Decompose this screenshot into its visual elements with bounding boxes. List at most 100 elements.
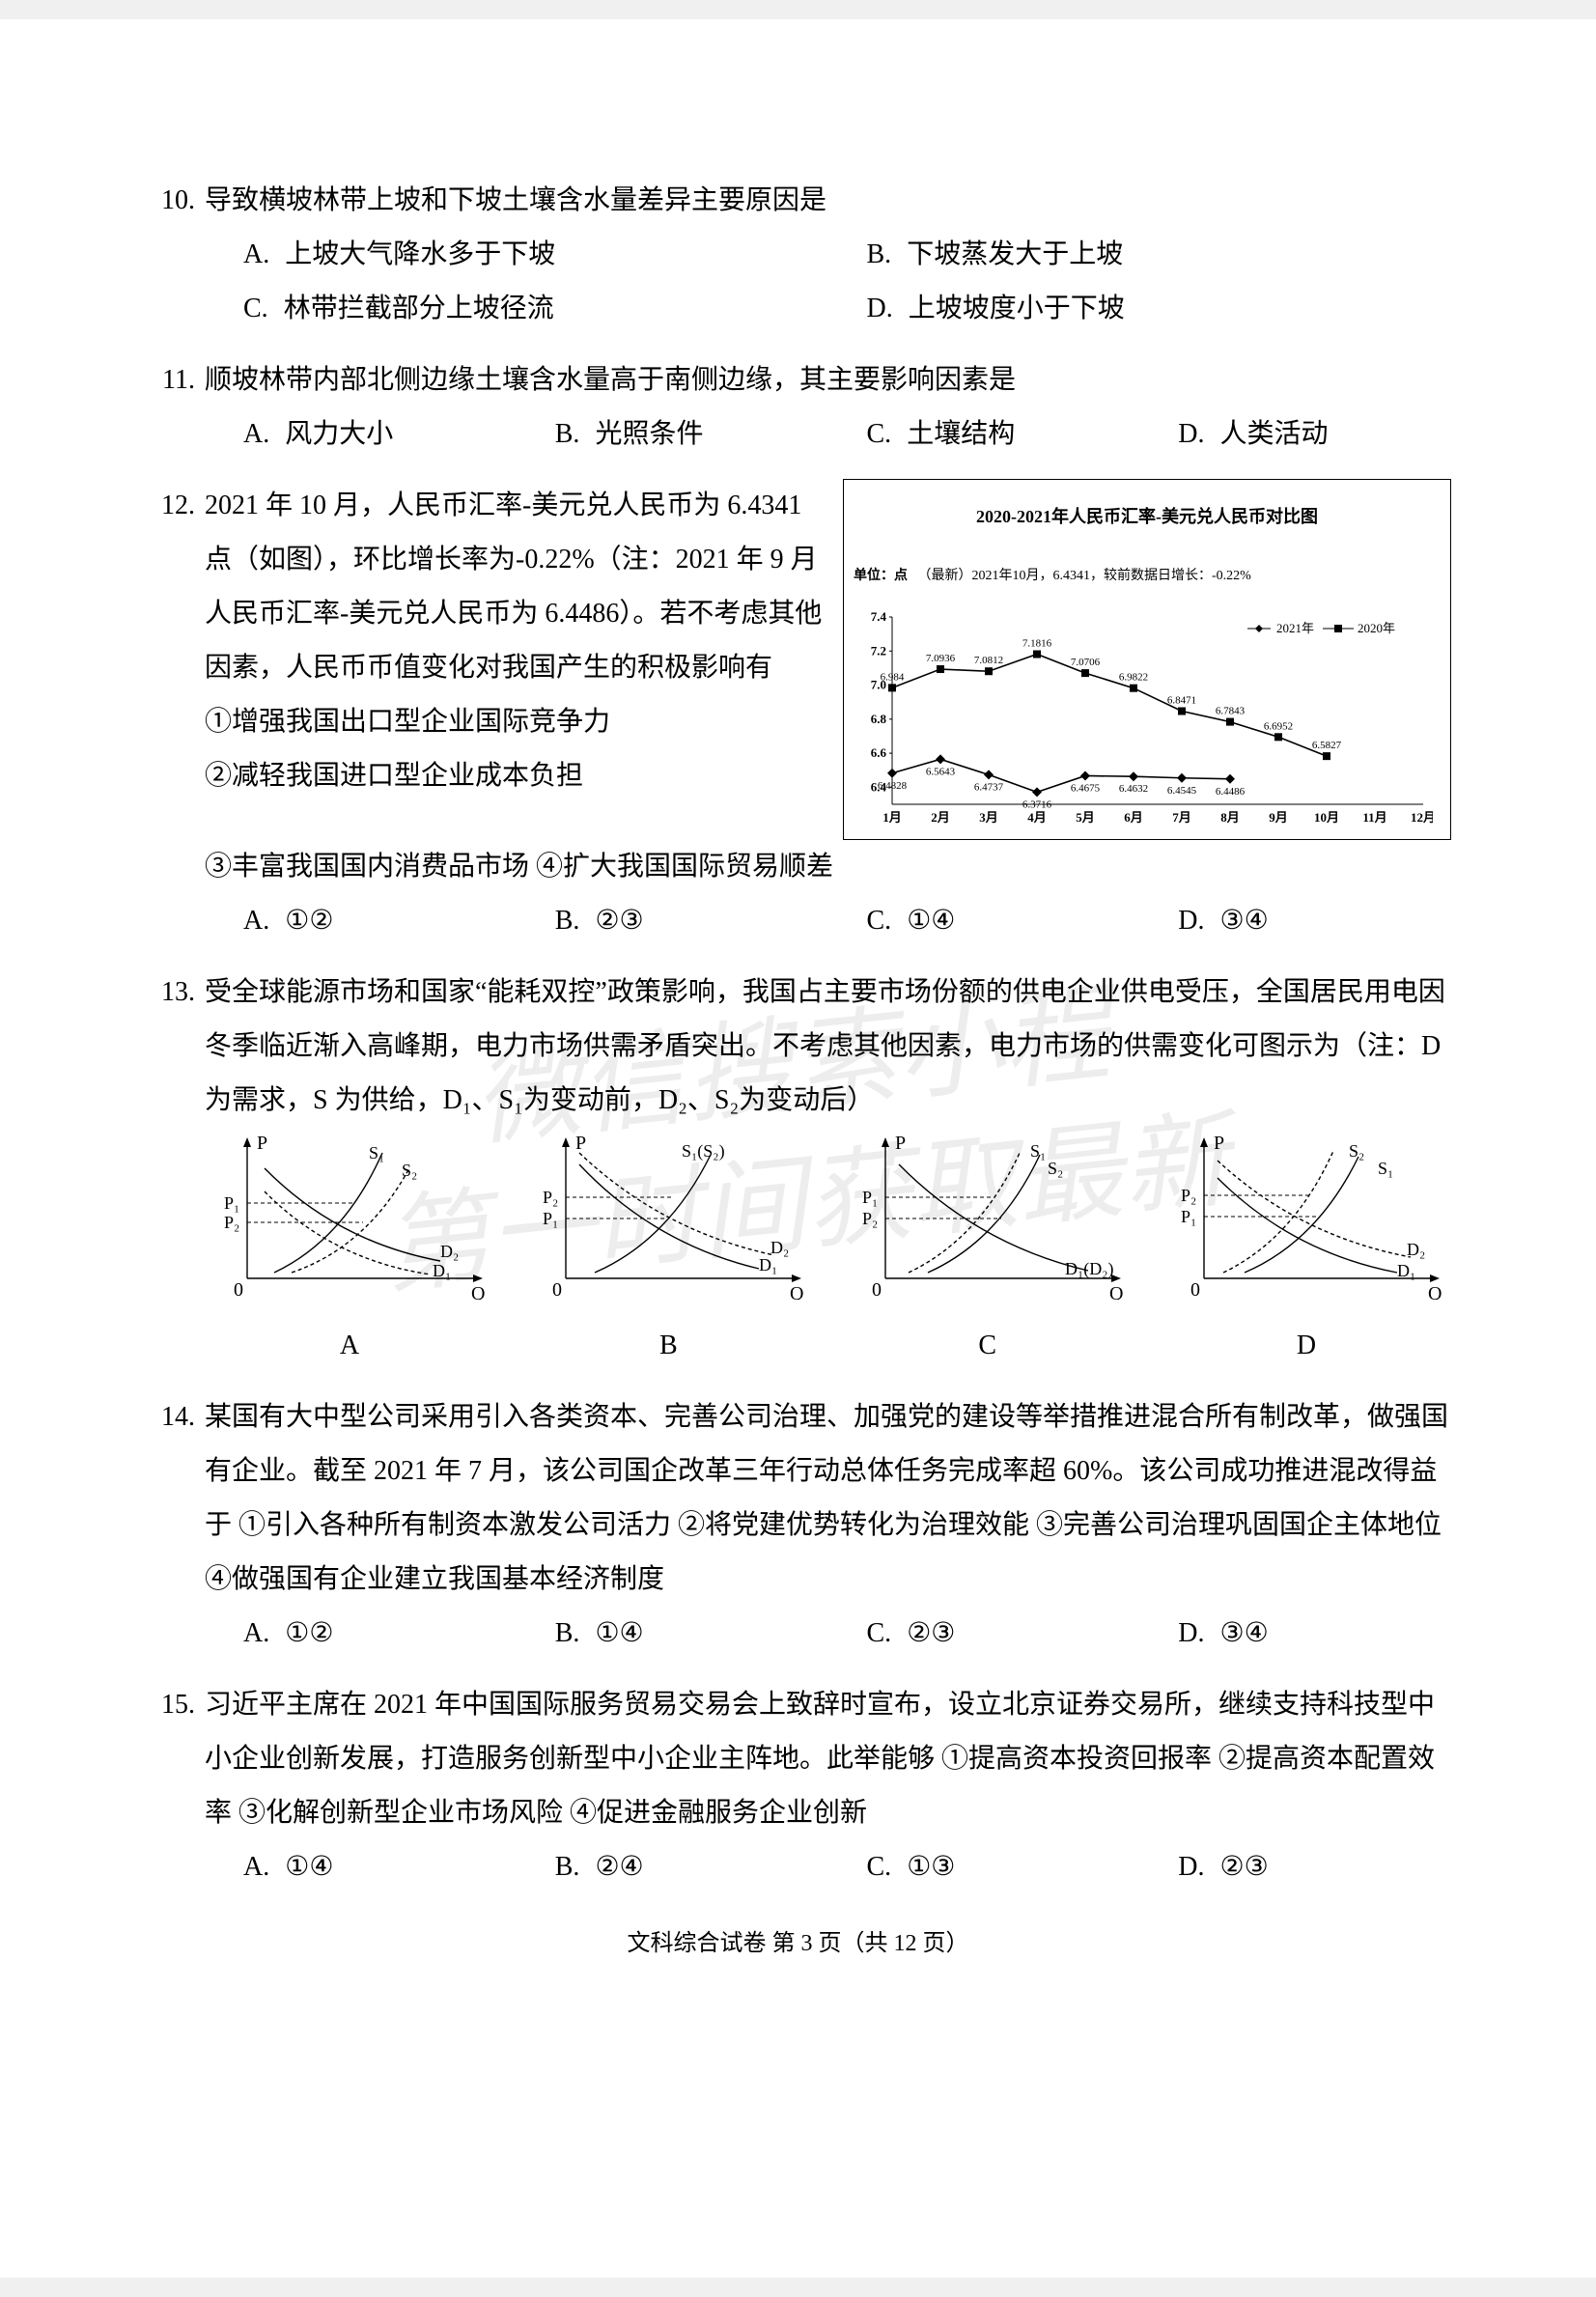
exam-page: 微信搜索小程 第一时间获取最新 10. 导致横坡林带上坡和下坡土壤含水量差异主要… (0, 19, 1596, 2278)
svg-text:6.5827: 6.5827 (1312, 740, 1342, 751)
svg-text:D₂: D₂ (1407, 1240, 1425, 1259)
svg-text:4月: 4月 (1027, 810, 1047, 825)
svg-text:6.6: 6.6 (871, 745, 887, 760)
q12-stem: 2021 年 10 月，人民币汇率-美元兑人民币为 6.4341 点（如图），环… (205, 479, 824, 695)
svg-text:S₁(S₂): S₁(S₂) (682, 1141, 725, 1162)
q11-option-A: A.风力大小 (205, 407, 517, 462)
q11-option-D: D.人类活动 (1139, 407, 1451, 462)
svg-text:6月: 6月 (1124, 810, 1143, 825)
chart-unit: 单位：点 (854, 569, 908, 583)
q15-stem: 习近平主席在 2021 年中国国际服务贸易交易会上致辞时宣布，设立北京证券交易所… (205, 1678, 1451, 1840)
svg-text:S₂: S₂ (402, 1161, 417, 1180)
svg-text:2021年: 2021年 (1276, 621, 1314, 635)
svg-text:P₂: P₂ (543, 1188, 558, 1207)
page-footer: 文科综合试卷 第 3 页（共 12 页） (145, 1923, 1451, 1957)
svg-text:P₁: P₁ (543, 1209, 558, 1228)
q14-stem: 某国有大中型公司采用引入各类资本、完善公司治理、加强党的建设等举措推进混合所有制… (205, 1390, 1451, 1607)
question-10: 10. 导致横坡林带上坡和下坡土壤含水量差异主要原因是 A.上坡大气降水多于下坡… (145, 174, 1451, 336)
q15-option-A: A.①④ (205, 1840, 517, 1894)
svg-text:D₁: D₁ (433, 1261, 451, 1280)
svg-text:7.0936: 7.0936 (926, 653, 956, 664)
q12-option-A: A.①② (205, 894, 517, 948)
svg-text:S₂: S₂ (1349, 1141, 1364, 1161)
svg-text:6.984: 6.984 (881, 671, 905, 683)
svg-text:6.5643: 6.5643 (926, 766, 956, 777)
svg-text:7.0706: 7.0706 (1071, 657, 1101, 668)
svg-text:7.4: 7.4 (871, 609, 887, 624)
svg-text:8月: 8月 (1220, 810, 1240, 825)
svg-text:6.7843: 6.7843 (1216, 706, 1246, 717)
svg-text:D₂: D₂ (440, 1242, 459, 1261)
q13-stem: 受全球能源市场和国家“能耗双控”政策影响，我国占主要市场份额的供电企业供电受压，… (205, 966, 1451, 1128)
svg-text:6.9822: 6.9822 (1119, 672, 1148, 684)
chart-latest: （最新）2021年10月，6.4341，较前数据日增长：-0.22% (918, 569, 1251, 583)
svg-text:S₁: S₁ (1030, 1141, 1046, 1161)
question-13: 13. 受全球能源市场和国家“能耗双控”政策影响，我国占主要市场份额的供电企业供… (145, 966, 1451, 1373)
svg-text:D₂: D₂ (770, 1238, 789, 1257)
svg-text:Q: Q (1109, 1283, 1123, 1300)
svg-text:6.4737: 6.4737 (974, 781, 1004, 793)
svg-text:P₁: P₁ (1181, 1207, 1196, 1226)
svg-text:6.4545: 6.4545 (1167, 785, 1197, 797)
svg-text:P₂: P₂ (1181, 1186, 1196, 1205)
q12-item-2: ②减轻我国进口型企业成本负担 (205, 749, 824, 803)
svg-text:7月: 7月 (1172, 810, 1191, 825)
q12-option-D: D.③④ (1139, 894, 1451, 948)
question-11: 11. 顺坡林带内部北侧边缘土壤含水量高于南侧边缘，其主要影响因素是 A.风力大… (145, 353, 1451, 462)
rmb-chart-box: 2020-2021年人民币汇率-美元兑人民币对比图 单位：点 （最新）2021年… (843, 479, 1451, 840)
svg-text:7.2: 7.2 (871, 643, 886, 658)
svg-text:11月: 11月 (1362, 810, 1386, 825)
svg-text:1月: 1月 (882, 810, 902, 825)
q14-option-D: D.③④ (1139, 1607, 1451, 1661)
chart-title: 2020-2021年人民币汇率-美元兑人民币对比图 (854, 490, 1441, 544)
svg-text:6.4828: 6.4828 (878, 780, 908, 792)
q11-option-C: C.土壤结构 (828, 407, 1140, 462)
svg-text:S₁: S₁ (1378, 1159, 1393, 1178)
svg-text:0: 0 (1190, 1279, 1200, 1300)
q13-label-B: B (523, 1319, 813, 1373)
svg-text:0: 0 (872, 1279, 882, 1300)
svg-text:S₁: S₁ (369, 1143, 384, 1163)
svg-text:P₂: P₂ (224, 1213, 239, 1232)
q15-option-C: C.①③ (828, 1840, 1140, 1894)
svg-text:6.8: 6.8 (871, 712, 887, 726)
svg-text:6.4675: 6.4675 (1071, 782, 1101, 794)
q12-option-B: B.②③ (517, 894, 828, 948)
q10-option-A: A.上坡大气降水多于下坡 (205, 228, 828, 282)
svg-text:Q: Q (471, 1283, 485, 1300)
question-14: 14. 某国有大中型公司采用引入各类资本、完善公司治理、加强党的建设等举措推进混… (145, 1390, 1451, 1661)
svg-text:P: P (575, 1135, 586, 1154)
svg-text:2020年: 2020年 (1358, 621, 1395, 635)
svg-text:P: P (1214, 1135, 1224, 1154)
svg-text:7.1816: 7.1816 (1022, 638, 1052, 650)
sd-diagram-B: PQ0S₁(S₂)D₁D₂P₂P₁ (533, 1135, 803, 1300)
svg-text:0: 0 (234, 1279, 243, 1300)
q11-number: 11. (145, 353, 205, 407)
svg-text:6.6952: 6.6952 (1264, 720, 1293, 732)
q10-option-C: C.林带拦截部分上坡径流 (205, 282, 828, 336)
svg-text:9月: 9月 (1269, 810, 1288, 825)
q11-option-B: B.光照条件 (517, 407, 828, 462)
q12-item-1: ①增强我国出口型企业国际竞争力 (205, 695, 824, 749)
q10-option-D: D.上坡坡度小于下坡 (828, 282, 1452, 336)
svg-text:6.4486: 6.4486 (1216, 786, 1246, 798)
svg-text:10月: 10月 (1314, 810, 1339, 825)
q13-diagrams: PQ0S₁S₂D₂D₁P₁P₂ A PQ0S₁(S₂)D₁D₂P₂P₁ B PQ… (205, 1135, 1451, 1373)
q10-stem: 导致横坡林带上坡和下坡土壤含水量差异主要原因是 (205, 174, 1451, 228)
svg-text:6.4632: 6.4632 (1119, 783, 1148, 795)
q13-number: 13. (145, 966, 205, 1020)
q11-stem: 顺坡林带内部北侧边缘土壤含水量高于南侧边缘，其主要影响因素是 (205, 353, 1451, 407)
question-12: 12. 2021 年 10 月，人民币汇率-美元兑人民币为 6.4341 点（如… (145, 479, 1451, 948)
q14-option-B: B.①④ (517, 1607, 828, 1661)
svg-text:P₂: P₂ (862, 1209, 878, 1228)
sd-diagram-C: PQ0S₁S₂D₁(D₂)P₁P₂ (853, 1135, 1123, 1300)
svg-text:Q: Q (1428, 1283, 1442, 1300)
svg-text:7.0812: 7.0812 (974, 655, 1003, 666)
sd-diagram-A: PQ0S₁S₂D₂D₁P₁P₂ (214, 1135, 485, 1300)
svg-text:D₁: D₁ (759, 1255, 777, 1275)
svg-text:6.8471: 6.8471 (1167, 695, 1196, 707)
q13-label-C: C (843, 1319, 1133, 1373)
svg-text:6.3716: 6.3716 (1022, 798, 1052, 810)
q13-label-A: A (205, 1319, 494, 1373)
svg-text:12月: 12月 (1411, 810, 1433, 825)
